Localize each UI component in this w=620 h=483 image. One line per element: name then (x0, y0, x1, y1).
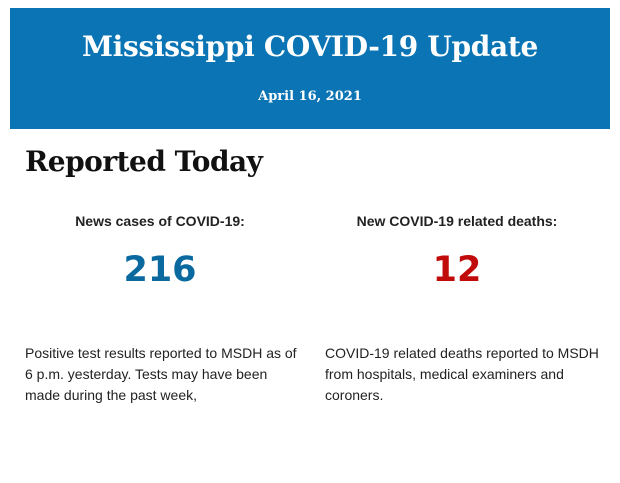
deaths-description: COVID-19 related deaths reported to MSDH… (325, 345, 599, 403)
cases-description: Positive test results reported to MSDH a… (25, 345, 297, 403)
banner-title: Mississippi COVID-19 Update (81, 30, 538, 63)
cases-count: 216 (123, 250, 197, 290)
deaths-count: 12 (432, 250, 482, 290)
banner-date: April 16, 2021 (258, 89, 362, 104)
deaths-label: New COVID-19 related deaths: (356, 213, 558, 229)
header-banner: Mississippi COVID-19 Update April 16, 20… (10, 8, 610, 129)
cases-label: News cases of COVID-19: (75, 213, 245, 229)
section-heading: Reported Today (25, 145, 263, 178)
